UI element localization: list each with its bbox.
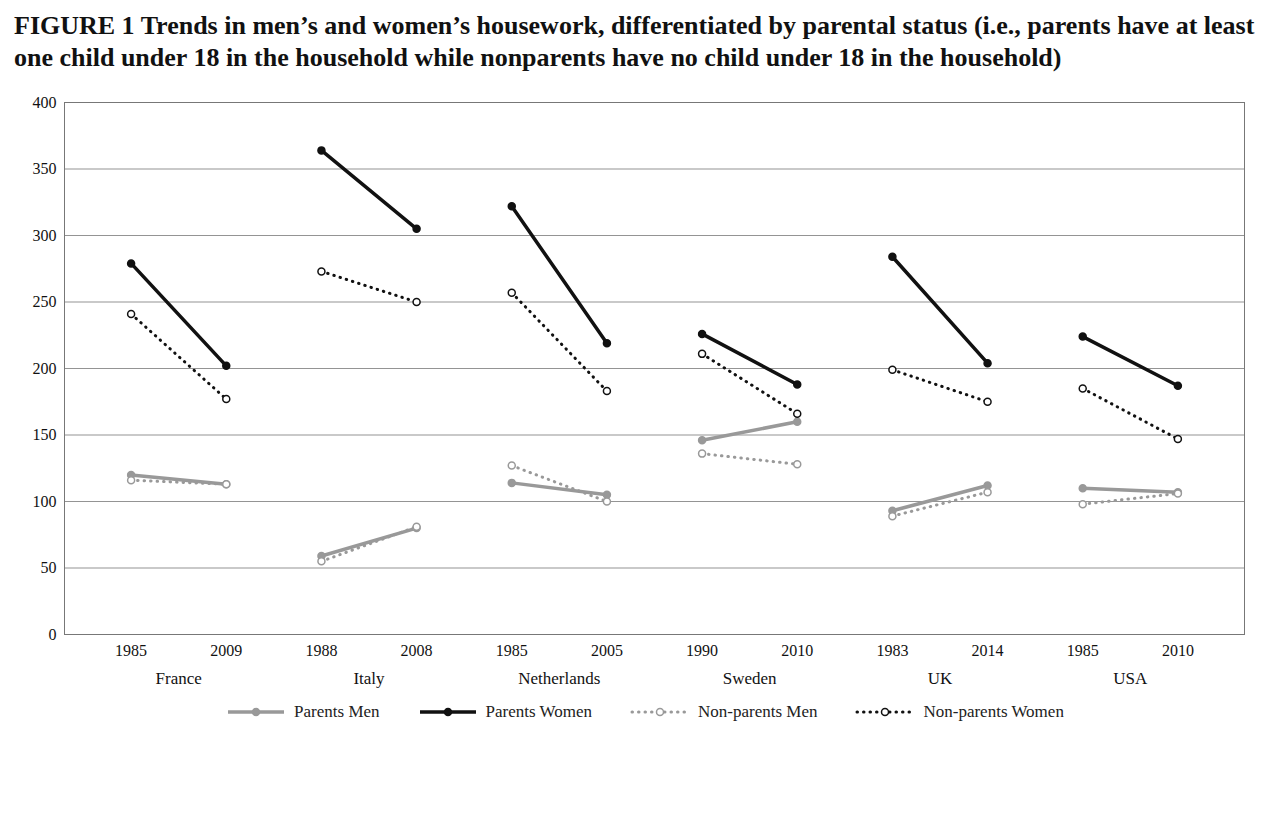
svg-text:2009: 2009 [210, 642, 242, 659]
svg-text:0: 0 [49, 626, 57, 643]
svg-text:1983: 1983 [876, 642, 908, 659]
svg-text:Sweden: Sweden [723, 669, 777, 688]
svg-text:Italy: Italy [353, 669, 385, 688]
svg-text:1985: 1985 [1067, 642, 1099, 659]
svg-text:50: 50 [41, 559, 57, 576]
svg-text:350: 350 [33, 160, 57, 177]
html-text:Non-parents Men: Non-parents Men [698, 702, 818, 721]
html-text:Parents Men: Parents Men [294, 702, 380, 721]
svg-text:2014: 2014 [972, 642, 1004, 659]
svg-text:300: 300 [33, 227, 57, 244]
svg-text:1985: 1985 [115, 642, 147, 659]
svg-text:1990: 1990 [686, 642, 718, 659]
svg-text:2008: 2008 [401, 642, 433, 659]
svg-text:2010: 2010 [781, 642, 813, 659]
svg-text:UK: UK [928, 669, 953, 688]
svg-text:France: France [156, 669, 202, 688]
svg-text:200: 200 [33, 360, 57, 377]
svg-text:1988: 1988 [305, 642, 337, 659]
svg-text:150: 150 [33, 426, 57, 443]
html-text:Parents Women: Parents Women [485, 702, 592, 721]
svg-text:250: 250 [33, 293, 57, 310]
html-text:Non-parents Women: Non-parents Women [923, 702, 1064, 721]
svg-text:1985: 1985 [496, 642, 528, 659]
svg-text:400: 400 [33, 94, 57, 111]
svg-text:USA: USA [1113, 669, 1148, 688]
svg-text:Netherlands: Netherlands [518, 669, 600, 688]
svg-text:100: 100 [33, 493, 57, 510]
html-text:FIGURE 1 Trends in men’s and w: FIGURE 1 Trends in men’s and women’s hou… [14, 11, 1255, 72]
svg-text:2010: 2010 [1162, 642, 1194, 659]
svg-text:2005: 2005 [591, 642, 623, 659]
